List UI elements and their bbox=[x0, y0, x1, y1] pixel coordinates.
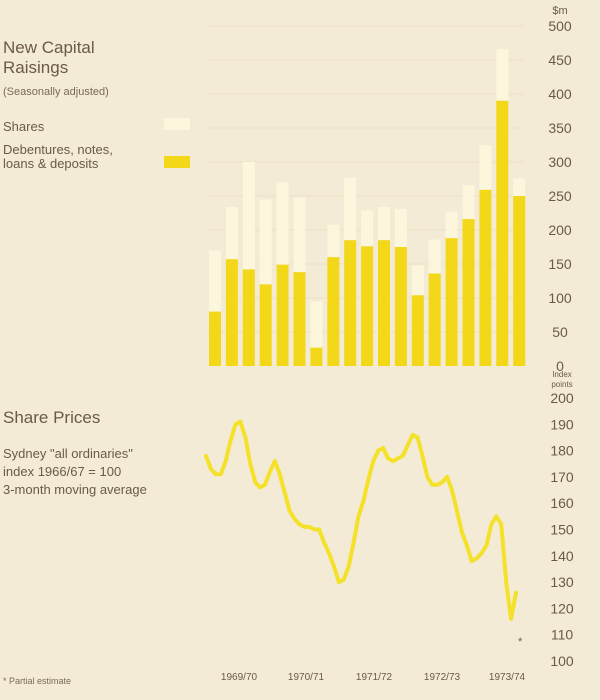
share-price-line bbox=[204, 419, 518, 621]
line-y-tick-100: 100 bbox=[550, 653, 574, 669]
bar-debentures-8 bbox=[344, 240, 357, 366]
bar-shares-16 bbox=[479, 145, 492, 190]
bar-y-unit: $m bbox=[552, 5, 567, 17]
line-x-label-1969-70: 1969/70 bbox=[221, 672, 258, 683]
share-prices-description-line-1: Sydney "all ordinaries" bbox=[3, 446, 133, 461]
line-x-label-1970-71: 1970/71 bbox=[288, 672, 325, 683]
bar-debentures-7 bbox=[327, 257, 340, 366]
bar-debentures-18 bbox=[513, 196, 526, 366]
bar-y-tick-350: 350 bbox=[548, 120, 572, 136]
legend-label-debentures-line-2: loans & deposits bbox=[3, 156, 99, 171]
bar-debentures-17 bbox=[496, 100, 509, 367]
bar-shares-6 bbox=[310, 301, 323, 348]
bar-shares-11 bbox=[394, 208, 407, 247]
line-y-tick-130: 130 bbox=[550, 574, 574, 590]
share-prices-description-line-3: 3-month moving average bbox=[3, 482, 147, 497]
line-x-label-1973-74: 1973/74 bbox=[489, 672, 526, 683]
bar-debentures-5 bbox=[293, 272, 306, 366]
bar-shares-2 bbox=[242, 162, 255, 270]
line-y-tick-160: 160 bbox=[550, 495, 574, 511]
bar-debentures-9 bbox=[361, 246, 374, 366]
bar-shares-7 bbox=[327, 224, 340, 258]
bar-debentures-10 bbox=[378, 240, 390, 366]
bar-shares-5 bbox=[293, 197, 306, 273]
legend-swatch-debentures bbox=[164, 156, 190, 168]
bar-shares-17 bbox=[496, 49, 509, 101]
bar-y-tick-200: 200 bbox=[548, 222, 572, 238]
legend-swatch-shares bbox=[164, 118, 190, 130]
line-y-tick-120: 120 bbox=[550, 600, 574, 616]
line-y-tick-150: 150 bbox=[550, 522, 574, 538]
bar-y-tick-500: 500 bbox=[548, 18, 572, 34]
share-prices-title: Share Prices bbox=[3, 408, 101, 427]
bar-shares-8 bbox=[344, 177, 357, 241]
legend-label-debentures-line-1: Debentures, notes, bbox=[3, 142, 113, 157]
bar-y-tick-250: 250 bbox=[548, 188, 572, 204]
bar-debentures-15 bbox=[462, 219, 475, 366]
bar-y-tick-100: 100 bbox=[548, 290, 572, 306]
bar-debentures-12 bbox=[411, 295, 424, 366]
bar-debentures-1 bbox=[225, 259, 238, 366]
bar-shares-18 bbox=[513, 178, 526, 196]
bar-y-tick-400: 400 bbox=[548, 86, 572, 102]
bar-shares-1 bbox=[225, 206, 238, 260]
line-y-tick-190: 190 bbox=[550, 416, 574, 432]
line-y-axis-title-line-1: Index bbox=[552, 370, 572, 379]
line-y-tick-140: 140 bbox=[550, 548, 574, 564]
bar-debentures-6 bbox=[310, 347, 323, 366]
partial-estimate-marker: * bbox=[518, 636, 523, 648]
line-y-tick-200: 200 bbox=[550, 390, 574, 406]
capital-raisings-title-line-2: Raisings bbox=[3, 58, 69, 77]
bar-shares-15 bbox=[462, 185, 475, 220]
line-y-axis-title-line-2: points bbox=[551, 380, 572, 389]
capital-raisings-subtitle: (Seasonally adjusted) bbox=[3, 86, 109, 98]
bar-shares-13 bbox=[428, 239, 441, 274]
legend-label-shares: Shares bbox=[3, 119, 45, 134]
bar-shares-12 bbox=[411, 265, 424, 296]
bar-shares-3 bbox=[259, 199, 272, 285]
bar-debentures-13 bbox=[428, 273, 441, 366]
bar-y-tick-50: 50 bbox=[552, 324, 568, 340]
bar-y-tick-150: 150 bbox=[548, 256, 572, 272]
line-y-tick-110: 110 bbox=[551, 627, 574, 643]
bar-debentures-3 bbox=[259, 284, 272, 366]
bar-shares-4 bbox=[276, 182, 289, 265]
line-x-label-1972-73: 1972/73 bbox=[424, 672, 461, 683]
bar-shares-0 bbox=[209, 250, 221, 312]
bar-debentures-11 bbox=[394, 247, 407, 366]
bar-debentures-0 bbox=[209, 311, 221, 366]
bar-debentures-16 bbox=[479, 189, 492, 366]
bar-shares-14 bbox=[445, 211, 458, 239]
share-prices-description-line-2: index 1966/67 = 100 bbox=[3, 464, 122, 479]
bar-debentures-14 bbox=[445, 238, 458, 366]
bar-debentures-4 bbox=[276, 264, 289, 366]
line-y-tick-180: 180 bbox=[550, 443, 574, 459]
line-x-label-1971-72: 1971/72 bbox=[356, 672, 393, 683]
capital-raisings-title-line-1: New Capital bbox=[3, 38, 95, 57]
bar-shares-10 bbox=[378, 206, 390, 241]
bar-y-tick-450: 450 bbox=[548, 52, 572, 68]
bar-debentures-2 bbox=[242, 269, 255, 366]
footnote: * Partial estimate bbox=[3, 676, 72, 686]
bar-y-tick-300: 300 bbox=[548, 154, 572, 170]
bar-shares-9 bbox=[361, 210, 374, 247]
bar-y-tick-0: 0 bbox=[556, 358, 564, 374]
line-y-tick-170: 170 bbox=[550, 469, 574, 485]
